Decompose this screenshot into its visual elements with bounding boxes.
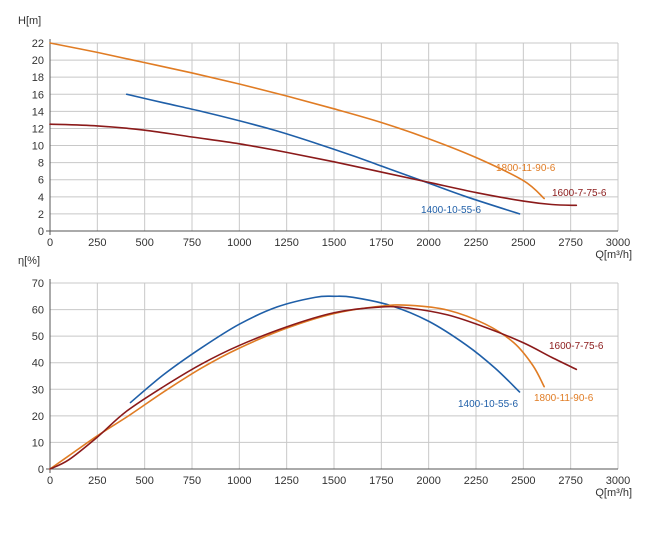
x-tick-label: 3000 <box>606 237 630 249</box>
x-axis-label: Q[m³/h] <box>595 249 632 261</box>
series-line-1400-10-55-6 <box>125 93 521 215</box>
y-tick-label: 4 <box>38 192 44 204</box>
x-tick-label: 1000 <box>227 237 251 249</box>
series-line-1600-7-75-6 <box>49 123 578 207</box>
x-tick-label: 2000 <box>416 237 440 249</box>
y-tick-label: 20 <box>32 55 44 67</box>
series-label-1800-11-90-6: 1800-11-90-6 <box>534 393 594 404</box>
y-tick-label: 18 <box>32 72 44 84</box>
y-axis-label: η[%] <box>18 255 40 267</box>
x-tick-label: 1750 <box>369 475 393 487</box>
x-tick-label: 2250 <box>464 475 488 487</box>
x-tick-label: 1250 <box>274 237 298 249</box>
y-tick-label: 6 <box>38 175 44 187</box>
chart-efficiency: 0 250 500 750 1000 1250 1500 1750 2000 2250 2500 27… <box>18 255 632 499</box>
series-label-1400-10-55-6: 1400-10-55-6 <box>458 399 518 410</box>
y-tick-label: 70 <box>32 278 44 290</box>
series-line-1800-11-90-6 <box>49 42 545 200</box>
x-tick-label: 2750 <box>558 237 582 249</box>
x-tick-label: 1250 <box>274 475 298 487</box>
x-tick-label: 250 <box>88 475 106 487</box>
chart-head: 0 250 500 750 1000 1250 1500 1750 2000 2250 2500 27… <box>18 15 632 261</box>
series-label-1600-7-75-6: 1600-7-75-6 <box>552 188 607 199</box>
series-line-1600-7-75-6 <box>49 305 578 470</box>
x-tick-label: 500 <box>135 237 153 249</box>
x-tick-label: 2000 <box>416 475 440 487</box>
x-tick-label: 0 <box>47 237 53 249</box>
x-tick-label: 0 <box>47 475 53 487</box>
y-tick-label: 40 <box>32 358 44 370</box>
x-tick-label: 250 <box>88 237 106 249</box>
y-axis-label: H[m] <box>18 15 41 27</box>
y-tick-label: 10 <box>32 437 44 449</box>
y-tick-label: 16 <box>32 89 44 101</box>
y-tick-label: 50 <box>32 331 44 343</box>
y-tick-label: 22 <box>32 38 44 50</box>
y-tick-label: 2 <box>38 209 44 221</box>
x-tick-label: 1500 <box>322 475 346 487</box>
x-tick-label: 2250 <box>464 237 488 249</box>
y-tick-label: 8 <box>38 158 44 170</box>
y-tick-label: 10 <box>32 141 44 153</box>
x-tick-label: 3000 <box>606 475 630 487</box>
x-tick-label: 500 <box>135 475 153 487</box>
x-tick-label: 2500 <box>511 475 535 487</box>
y-tick-label: 14 <box>32 106 44 118</box>
y-tick-label: 0 <box>38 226 44 238</box>
series-label-1400-10-55-6: 1400-10-55-6 <box>421 205 481 216</box>
x-tick-label: 1500 <box>322 237 346 249</box>
x-axis-label: Q[m³/h] <box>595 487 632 499</box>
x-tick-label: 1000 <box>227 475 251 487</box>
y-tick-label: 0 <box>38 464 44 476</box>
y-tick-label: 60 <box>32 305 44 317</box>
x-tick-label: 2750 <box>558 475 582 487</box>
x-tick-label: 2500 <box>511 237 535 249</box>
y-tick-label: 12 <box>32 123 44 135</box>
series-line-1400-10-55-6 <box>129 295 521 404</box>
x-tick-label: 750 <box>183 237 201 249</box>
series-label-1600-7-75-6: 1600-7-75-6 <box>549 341 604 352</box>
y-tick-label: 30 <box>32 384 44 396</box>
x-tick-label: 750 <box>183 475 201 487</box>
y-tick-label: 20 <box>32 411 44 423</box>
series-label-1800-11-90-6: 1800-11-90-6 <box>496 163 556 174</box>
x-tick-label: 1750 <box>369 237 393 249</box>
